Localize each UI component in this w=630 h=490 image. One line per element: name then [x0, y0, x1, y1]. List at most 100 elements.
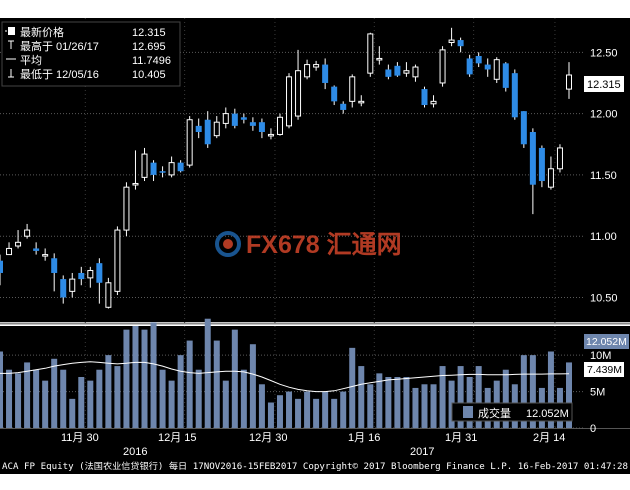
candle-body	[24, 229, 31, 237]
volume-bar	[313, 398, 320, 428]
candle	[421, 86, 428, 108]
volume-bar	[96, 369, 103, 428]
candle-body	[78, 272, 85, 280]
candle	[195, 118, 202, 139]
price-axis-label: 11.00	[590, 231, 617, 243]
candle	[222, 107, 229, 129]
candle	[60, 275, 67, 304]
candle	[42, 248, 49, 261]
volume-bar	[123, 329, 130, 428]
volume-bar	[60, 369, 67, 428]
candle	[475, 52, 482, 68]
volume-bar	[6, 369, 13, 428]
candle-body	[96, 263, 103, 283]
candle-body	[105, 282, 112, 308]
volume-bar	[457, 366, 464, 428]
watermark-logo-dot	[223, 239, 233, 249]
candle	[538, 145, 545, 188]
volume-average-line	[0, 361, 570, 393]
candle	[502, 62, 509, 92]
date-label-nov30: 11月 30	[61, 432, 99, 444]
candle-body	[394, 65, 401, 76]
volume-bar	[403, 377, 410, 428]
volume-legend-value: 12.052M	[526, 408, 569, 420]
candle	[78, 266, 85, 286]
candle-body	[195, 125, 202, 132]
candle	[51, 253, 58, 292]
candle	[6, 242, 13, 256]
volume-bar	[286, 391, 293, 428]
candle-body	[15, 241, 22, 247]
volume-bar	[186, 340, 193, 428]
volume-bar	[349, 347, 356, 428]
volume-axis-label: 0	[590, 423, 596, 435]
volume-bar	[276, 395, 283, 428]
candle-body	[475, 56, 482, 64]
volume-bar	[304, 391, 311, 428]
candle	[0, 254, 3, 286]
volume-bar	[520, 355, 527, 428]
volume-bar	[566, 362, 572, 428]
candle-body	[123, 186, 130, 231]
legend-label: 平均	[20, 54, 42, 67]
candlesticks	[0, 27, 572, 309]
candle	[394, 62, 401, 77]
candle	[313, 60, 320, 71]
candle	[186, 116, 193, 168]
candle-body	[547, 168, 554, 188]
volume-axis-label: 10M	[590, 350, 611, 362]
candle-body	[295, 70, 302, 117]
watermark-logo-icon	[215, 231, 241, 257]
candle	[448, 27, 455, 47]
date-label-dec15: 12月 15	[158, 432, 197, 444]
candle	[231, 108, 238, 129]
volume-legend-label: 成交量	[478, 406, 511, 420]
volume-bar	[33, 369, 40, 428]
volume-bar	[331, 398, 338, 428]
candle-body	[222, 113, 229, 124]
volume-bar	[114, 366, 121, 428]
candle-body	[340, 103, 347, 110]
candle	[322, 58, 329, 90]
volume-bar	[249, 344, 256, 428]
candle	[520, 111, 527, 148]
candle-body	[376, 57, 383, 61]
candle	[403, 62, 410, 77]
candle-body	[141, 153, 148, 178]
candle-body	[240, 117, 247, 120]
candle-body	[412, 66, 419, 78]
candle	[376, 46, 383, 65]
volume-bar	[421, 384, 428, 428]
candle	[69, 272, 76, 298]
footer-text: ACA FP Equity (法国农业信贷银行) 每日 17NOV2016-15…	[2, 460, 628, 472]
candle-body	[457, 40, 464, 47]
candle-body	[276, 116, 283, 135]
legend-value: 10.405	[132, 69, 166, 81]
volume-bar	[529, 355, 536, 428]
legend-marker-box-icon	[8, 27, 15, 35]
candle-body	[358, 100, 365, 104]
candle	[412, 64, 419, 82]
volume-bar	[475, 366, 482, 428]
candle	[511, 69, 518, 120]
candle	[529, 128, 536, 215]
volume-bar	[150, 322, 157, 428]
legend-value: 11.7496	[132, 55, 171, 67]
volume-bar	[367, 384, 374, 428]
candle	[15, 230, 22, 249]
volume-bar	[195, 369, 202, 428]
volume-bar	[87, 380, 94, 428]
price-axis-label: 12.50	[590, 47, 618, 59]
candle	[457, 37, 464, 53]
candle	[249, 117, 256, 131]
volume-bar	[394, 377, 401, 428]
candle	[547, 156, 554, 190]
candle-body	[566, 74, 572, 90]
volume-bar	[0, 351, 3, 428]
candle	[267, 128, 274, 140]
candle	[484, 58, 491, 77]
volume-bar	[78, 377, 85, 428]
candle	[159, 166, 166, 178]
candle-body	[60, 279, 67, 298]
